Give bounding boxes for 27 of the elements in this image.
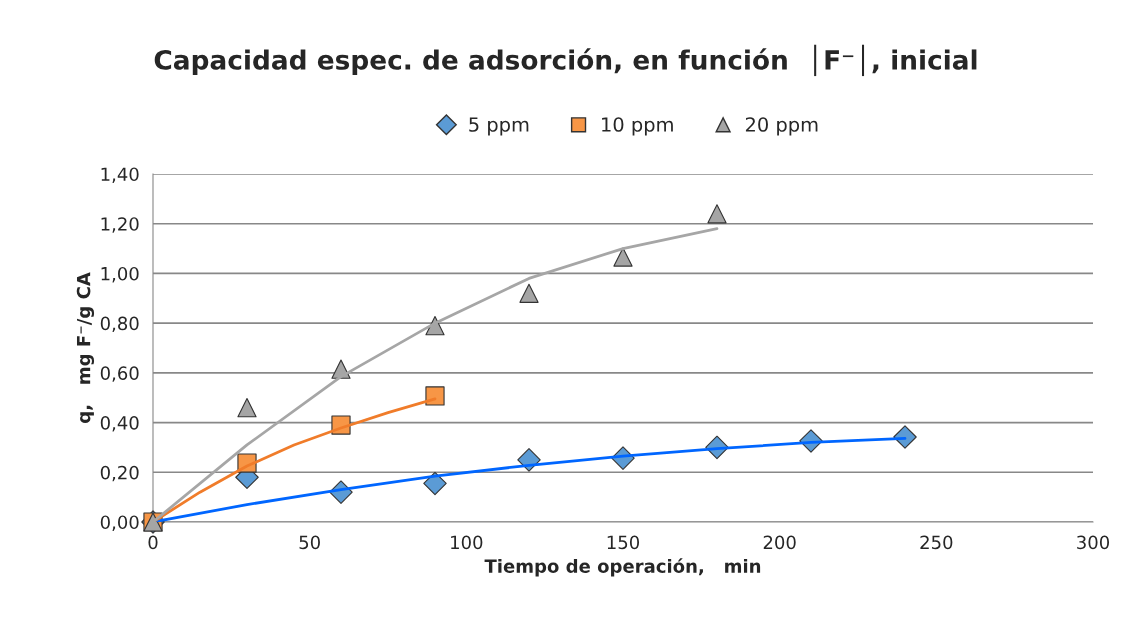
y-tick-label: 0,80 <box>100 316 139 333</box>
y-tick-label: 0,00 <box>100 515 139 531</box>
x-tick-label: 100 <box>451 535 483 550</box>
x-tick-label: 250 <box>920 535 953 550</box>
x-axis-title: Tiempo de operación, min <box>484 558 761 577</box>
x-tick-label: 200 <box>763 535 796 550</box>
y-tick-label: 0,60 <box>100 366 139 382</box>
point <box>425 386 445 406</box>
y-tick-label: 0,40 <box>100 416 139 432</box>
y-tick-label: 0,20 <box>100 465 139 482</box>
x-tick-label: 50 <box>299 535 320 550</box>
chart-title: Capacidad espec. de adsorción, en función │F⁻│, inicial <box>154 44 977 77</box>
point <box>423 471 447 496</box>
x-tick-label: 0 <box>148 535 158 550</box>
legend-label: 5 ppm <box>469 117 529 136</box>
y-axis-title: q, mg F⁻/g CA <box>76 272 95 423</box>
y-tick-label: 1,20 <box>101 217 139 233</box>
y-tick-label: 1,00 <box>101 266 139 283</box>
y-tick-label: 1,40 <box>101 167 139 183</box>
point <box>237 398 257 418</box>
point <box>519 283 539 303</box>
x-tick-label: 150 <box>607 535 640 550</box>
legend-label: 10 ppm <box>602 117 673 136</box>
x-tick-label: 300 <box>1077 535 1110 550</box>
point <box>707 204 727 224</box>
legend-label: 20 ppm <box>745 117 818 136</box>
point <box>613 247 633 267</box>
